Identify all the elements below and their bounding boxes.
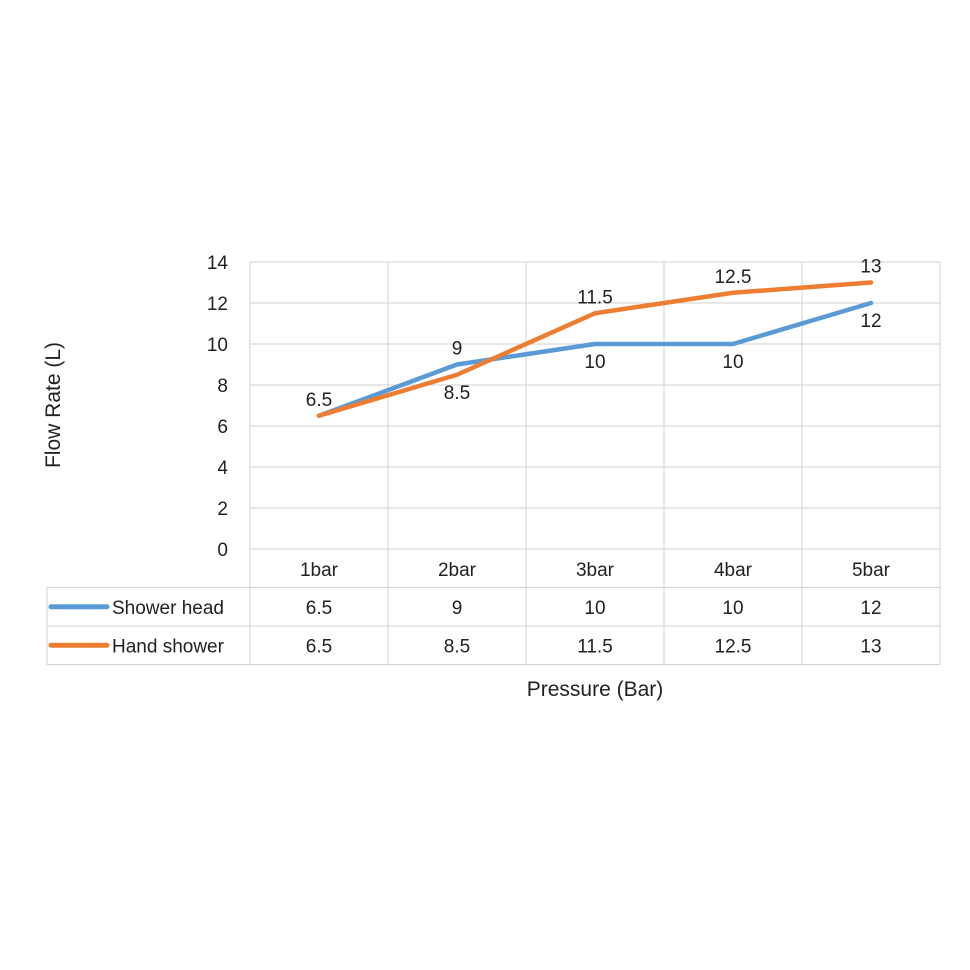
- series-lines: [316, 280, 874, 418]
- table-cell: 10: [722, 598, 743, 619]
- data-label: 11.5: [577, 287, 613, 308]
- y-tick-label: 0: [217, 540, 228, 561]
- legend-label: Hand shower: [112, 636, 225, 657]
- data-label: 10: [584, 352, 605, 373]
- table-cell: 6.5: [306, 598, 332, 619]
- data-label: 8.5: [444, 383, 470, 404]
- table-cell: 13: [860, 636, 881, 657]
- data-label: 12: [860, 311, 881, 332]
- data-label: 9: [452, 339, 463, 360]
- table-cell: 12: [860, 598, 881, 619]
- y-tick-label: 10: [207, 335, 228, 356]
- x-tick-label: 3bar: [576, 560, 615, 581]
- y-axis-ticks: 0 2 4 6 8 10 12 14: [207, 253, 229, 561]
- x-tick-label: 2bar: [438, 560, 477, 581]
- y-tick-label: 4: [217, 458, 228, 479]
- x-tick-label: 4bar: [714, 560, 753, 581]
- table-cell: 11.5: [577, 636, 613, 657]
- y-tick-label: 8: [217, 376, 228, 397]
- table-cell: 6.5: [306, 636, 332, 657]
- data-labels: 6.5 9 8.5 10 11.5 10 12.5 12 13: [306, 257, 882, 411]
- data-table: 1bar 2bar 3bar 4bar 5bar Shower head 6.5 9 10 10 1…: [46, 560, 940, 665]
- y-tick-label: 14: [207, 253, 229, 274]
- table-cell: 12.5: [715, 636, 752, 657]
- y-tick-label: 2: [217, 499, 228, 520]
- data-label: 12.5: [715, 267, 752, 288]
- y-axis-title: Flow Rate (L): [42, 342, 65, 468]
- x-tick-label: 1bar: [300, 560, 339, 581]
- legend-label: Shower head: [112, 598, 224, 619]
- table-cell: 8.5: [444, 636, 470, 657]
- x-axis-title: Pressure (Bar): [527, 678, 664, 701]
- data-label: 10: [722, 352, 743, 373]
- x-tick-label: 5bar: [852, 560, 891, 581]
- series-line-0: [316, 300, 874, 418]
- table-cell: 9: [452, 598, 463, 619]
- data-label: 6.5: [306, 390, 332, 411]
- y-tick-label: 12: [207, 294, 228, 315]
- series-line-1: [316, 280, 874, 418]
- table-cell: 10: [584, 598, 605, 619]
- data-label: 13: [860, 257, 881, 278]
- y-tick-label: 6: [217, 417, 228, 438]
